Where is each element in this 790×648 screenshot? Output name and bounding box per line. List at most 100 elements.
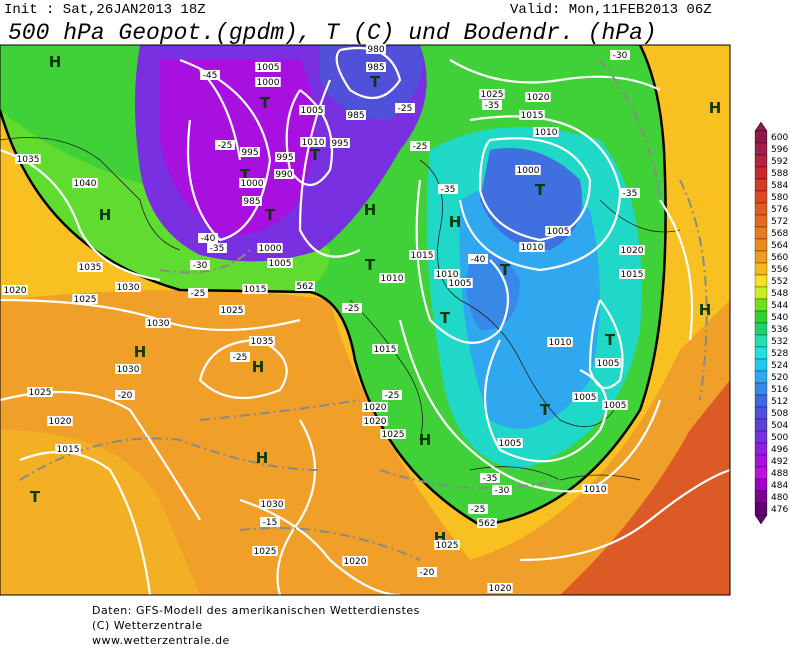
label-box <box>366 62 386 72</box>
colorbar-label: 524 <box>771 361 788 371</box>
colorbar-swatch <box>754 130 768 144</box>
contour-label: 1000 <box>517 166 540 176</box>
label-box <box>468 254 488 264</box>
contour-label: 985 <box>347 111 364 121</box>
colorbar-swatch <box>754 394 768 408</box>
map-title: 500 hPa Geopot.(gpdm), T (C) und Bodendr… <box>8 20 657 46</box>
contour-label: -20 <box>118 391 133 401</box>
contour-label: -25 <box>345 304 360 314</box>
label-box <box>115 364 141 374</box>
colorbar-label: 568 <box>771 229 788 239</box>
contour-label: 1020 <box>527 93 550 103</box>
contour-label: -25 <box>471 505 486 515</box>
contour-label: -25 <box>191 289 206 299</box>
contour-label: 1015 <box>374 345 397 355</box>
colorbar-label: 580 <box>771 193 788 203</box>
label-box <box>230 352 250 362</box>
label-box <box>362 416 388 426</box>
label-box <box>207 243 227 253</box>
colorbar-label: 544 <box>771 301 788 311</box>
contour-label: -35 <box>441 185 456 195</box>
label-box <box>259 499 285 509</box>
map: HHHHHTHTHTTTTTHHHHTTTTT10351040103510301… <box>0 44 731 596</box>
pressure-center: H <box>699 301 712 319</box>
colorbar-swatch <box>754 262 768 276</box>
contour-label: 1010 <box>302 138 325 148</box>
label-box <box>200 70 220 80</box>
label-box <box>545 226 571 236</box>
label-box <box>468 504 488 514</box>
colorbar-label: 476 <box>771 505 788 515</box>
label-box <box>240 147 260 157</box>
colorbar-swatch <box>754 190 768 204</box>
colorbar-label: 528 <box>771 349 788 359</box>
label-box <box>190 260 210 270</box>
pressure-center: T <box>260 94 271 112</box>
label-box <box>382 390 402 400</box>
colorbar-swatch <box>754 214 768 228</box>
colorbar-label: 492 <box>771 457 788 467</box>
label-box <box>362 402 388 412</box>
colorbar-label: 516 <box>771 385 788 395</box>
label-box <box>572 392 598 402</box>
label-box <box>610 50 630 60</box>
label-box <box>525 92 551 102</box>
colorbar-label: 592 <box>771 157 788 167</box>
contour-label: 1005 <box>301 106 324 116</box>
colorbar-swatch <box>754 442 768 456</box>
label-box <box>447 278 473 288</box>
colorbar-label: 484 <box>771 481 788 491</box>
colorbar-swatch <box>754 226 768 240</box>
label-box <box>487 583 513 593</box>
label-box <box>252 546 278 556</box>
contour-label: 1025 <box>254 547 277 557</box>
colorbar-swatch <box>754 478 768 492</box>
colorbar-label: 520 <box>771 373 788 383</box>
pressure-center: H <box>709 99 722 117</box>
colorbar-cap-top <box>754 121 768 132</box>
contour-label: -20 <box>420 568 435 578</box>
label-box <box>434 540 460 550</box>
colorbar-cap-bottom <box>754 514 768 525</box>
label-box <box>515 165 541 175</box>
label-box <box>255 77 281 87</box>
pressure-center: T <box>605 331 616 349</box>
contour-label: 1010 <box>549 338 572 348</box>
label-box <box>47 416 73 426</box>
colorbar-swatch <box>754 466 768 480</box>
label-box <box>417 567 437 577</box>
pressure-center: H <box>449 213 462 231</box>
contour-label: 1005 <box>597 359 620 369</box>
label-box <box>547 337 573 347</box>
contour-label: 1010 <box>521 243 544 253</box>
pressure-center: T <box>240 166 251 184</box>
colorbar-swatch <box>754 286 768 300</box>
label-box <box>145 318 171 328</box>
label-box <box>239 178 265 188</box>
label-box <box>438 184 458 194</box>
label-box <box>395 103 415 113</box>
contour-label: 1035 <box>17 155 40 165</box>
label-box <box>619 245 645 255</box>
label-box <box>519 242 545 252</box>
colorbar-label: 536 <box>771 325 788 335</box>
contour-label: -30 <box>495 486 510 496</box>
colorbar-swatch <box>754 334 768 348</box>
colorbar-label: 576 <box>771 205 788 215</box>
colorbar-swatch <box>754 322 768 336</box>
label-box <box>497 438 523 448</box>
colorbar-swatch <box>754 406 768 420</box>
contour-label: 1000 <box>257 78 280 88</box>
pressure-center: T <box>365 256 376 274</box>
colorbar-swatch <box>754 166 768 180</box>
contour-label: 1025 <box>74 295 97 305</box>
label-box <box>482 100 502 110</box>
label-box <box>15 154 41 164</box>
contour-label: 1020 <box>621 246 644 256</box>
colorbar-swatch <box>754 178 768 192</box>
pressure-center: H <box>419 431 432 449</box>
contour-label: 1005 <box>449 279 472 289</box>
pressure-center: T <box>540 401 551 419</box>
